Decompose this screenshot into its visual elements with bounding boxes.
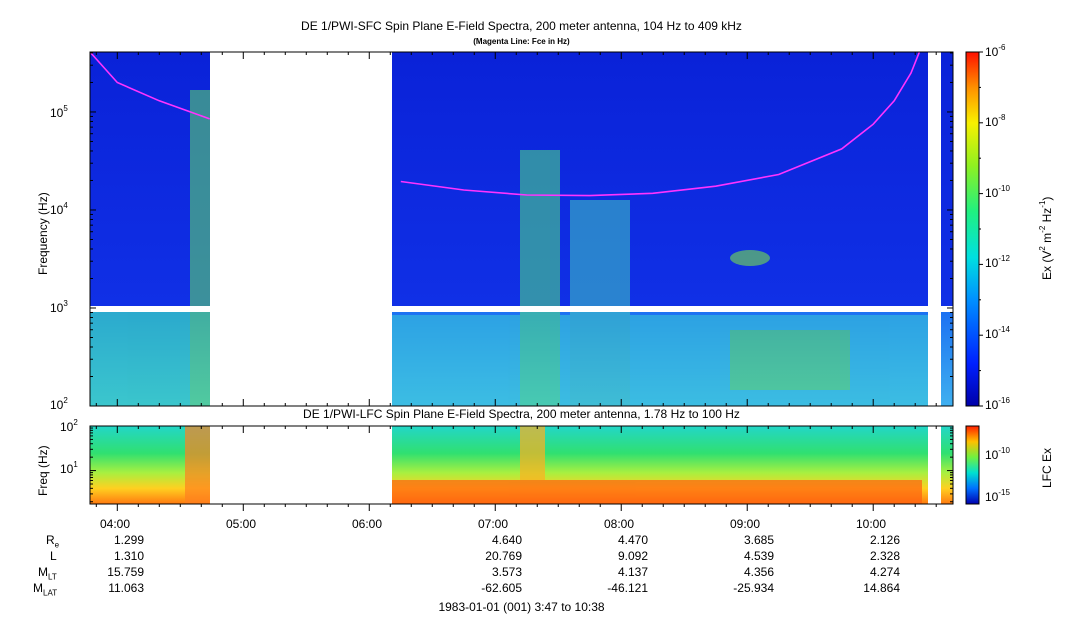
lfc-colorbar-tick-label: 10-15 [985,488,1010,504]
time-tick-label: 06:00 [352,517,383,531]
lfc-data-gap-1 [210,426,392,504]
ephem-value: 4.640 [491,533,522,547]
sfc-colorbar [965,51,980,407]
sfc-data-gap-1 [210,52,392,406]
ephem-value: -62.605 [481,581,522,595]
ephem-label-re: Re [46,533,60,550]
sfc-colorbar-tick-label: 10-10 [985,184,1010,200]
ephem-value: 15.759 [107,565,144,579]
sfc-band-gap [90,306,953,312]
time-tick-label: 07:00 [478,517,509,531]
sfc-subtitle: (Magenta Line: Fce in Hz) [473,37,570,46]
ephem-label-mlt: MLT [38,565,57,582]
ephem-value: 3.685 [743,533,774,547]
fce-line [89,51,210,120]
ephem-value: 2.126 [869,533,900,547]
time-tick-label: 05:00 [226,517,257,531]
sfc-y-minor-ticks [90,52,953,407]
time-tick-label: 08:00 [604,517,635,531]
sfc-colorbar-tick-label: 10-14 [985,325,1010,341]
time-axis-ticks [95,52,937,511]
ephem-value: 4.137 [617,565,648,579]
ephem-value: 4.470 [617,533,648,547]
lfc-colorbar [965,425,980,505]
lfc-data-gap-2 [928,426,941,504]
ephem-label-mlat: MLAT [33,581,58,598]
fce-line [400,51,921,197]
sfc-colorbar-label: Ex (V2 m-2 Hz-1) [1038,196,1054,280]
lfc-ytick-label: 101 [60,460,78,476]
ephem-label-l: L [50,549,57,563]
ephem-value: 14.864 [863,581,900,595]
sfc-ytick-label: 102 [50,396,68,412]
lfc-axes-frame [89,425,954,505]
ephem-value: 4.356 [743,565,774,579]
time-tick-label: 09:00 [730,517,761,531]
sfc-title: DE 1/PWI-SFC Spin Plane E-Field Spectra,… [301,19,742,33]
ephem-value: 11.063 [108,581,144,595]
sfc-ytick-label: 105 [50,104,68,120]
sfc-colorbar-tick-label: 10-16 [985,396,1010,412]
sfc-activity-overlay [90,90,932,406]
ephem-value: -25.934 [733,581,774,595]
ephem-value: 20.769 [485,549,522,563]
lfc-y-minor-ticks [90,425,953,503]
ephem-value: 4.539 [743,549,774,563]
ephem-value: 1.299 [113,533,144,547]
time-range-footer: 1983-01-01 (001) 3:47 to 10:38 [438,600,605,614]
sfc-y-axis-label: Frequency (Hz) [36,192,50,275]
lfc-activity-overlay [185,426,922,504]
sfc-colorbar-tick-label: 10-8 [985,113,1006,129]
ephem-value: 9.092 [617,549,648,563]
sfc-colorbar-tick-label: 10-12 [985,254,1010,270]
ephem-value: 3.573 [491,565,522,579]
sfc-axes-frame [89,51,954,407]
sfc-ytick-label: 103 [50,299,68,315]
lfc-colorbar-tick-label: 10-10 [985,446,1010,462]
time-tick-label: 10:00 [856,517,887,531]
sfc-colorbar-tick-label: 10-6 [985,43,1006,59]
lfc-y-axis-label: Freq (Hz) [36,445,50,496]
time-tick-label: 04:00 [100,517,131,531]
ephem-value: 1.310 [113,549,144,563]
lfc-colorbar-label: LFC Ex [1040,447,1054,488]
ephem-value: 2.328 [869,549,900,563]
lfc-title: DE 1/PWI-LFC Spin Plane E-Field Spectra,… [303,407,740,421]
sfc-colorbar-ticks [979,51,983,407]
ephem-value: -46.121 [607,581,648,595]
sfc-data-gap-2 [928,52,941,406]
lfc-ytick-label: 102 [60,418,78,434]
sfc-ytick-label: 104 [50,201,68,217]
ephem-value: 4.274 [869,565,900,579]
